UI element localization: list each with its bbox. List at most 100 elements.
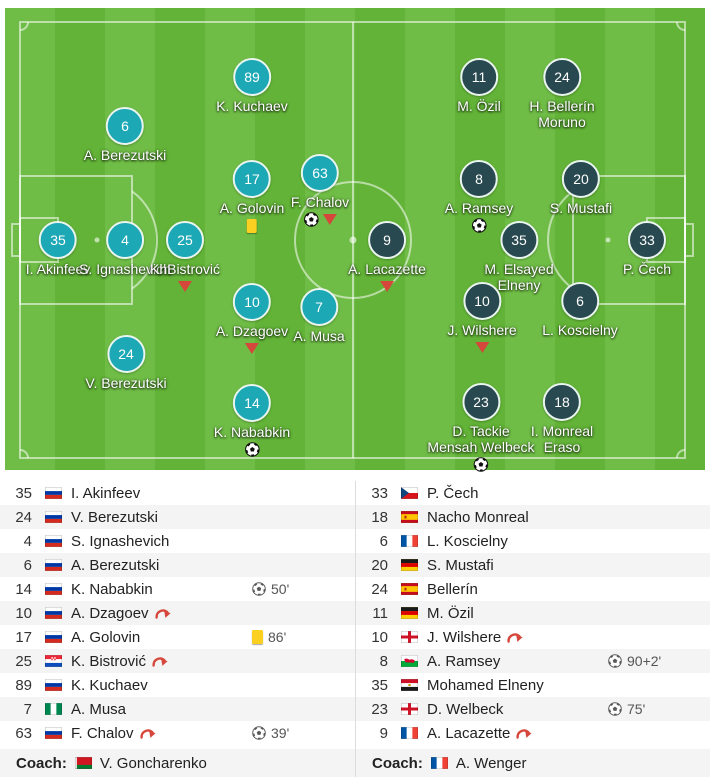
player-name[interactable]: A. Golovin xyxy=(71,628,141,646)
player-circle[interactable]: 89 xyxy=(232,58,271,96)
player-name[interactable]: L. Koscielny xyxy=(427,532,508,550)
player-number: 14 xyxy=(244,395,260,411)
player-circle[interactable]: 6 xyxy=(105,107,144,145)
player-row[interactable]: 11 M. Özil xyxy=(356,601,710,625)
player-name: S. Ignashevich xyxy=(79,261,171,277)
player-circle[interactable]: 63 xyxy=(300,154,339,192)
player-name: I. Akinfeev xyxy=(25,261,91,277)
player-name[interactable]: K. Kuchaev xyxy=(71,676,148,694)
player-name[interactable]: A. Berezutski xyxy=(71,556,160,574)
player-lists: 35 I. Akinfeev 24 V. Berezutski 4 S. Ignashev… xyxy=(0,481,710,777)
player-circle[interactable]: 17 xyxy=(233,160,271,198)
player-circle[interactable]: 35 xyxy=(500,221,538,259)
player-name[interactable]: I. Akinfeev xyxy=(71,484,141,502)
player-row[interactable]: 20 S. Mustafi xyxy=(356,553,710,577)
player-circle[interactable]: 33 xyxy=(628,221,666,259)
row-events: 86' xyxy=(252,625,286,649)
player-name[interactable]: K. Nababkin xyxy=(71,580,153,598)
player-circle[interactable]: 11 xyxy=(460,58,498,96)
player-name[interactable]: A. Lacazette xyxy=(427,724,511,742)
coach-row[interactable]: Coach: A. Wenger xyxy=(356,749,710,777)
player-circle[interactable]: 20 xyxy=(562,160,600,198)
player-name[interactable]: Nacho Monreal xyxy=(427,508,529,526)
player-circle[interactable]: 23 xyxy=(461,383,500,421)
player-row[interactable]: 8 A. Ramsey 90+2' xyxy=(356,649,710,673)
player-row[interactable]: 14 K. Nababkin 50' xyxy=(0,577,355,601)
player-name[interactable]: F. Chalov xyxy=(71,724,134,742)
player-circle[interactable]: 24 xyxy=(542,58,581,96)
player-name[interactable]: Mohamed Elneny xyxy=(427,676,544,694)
player-circle[interactable]: 14 xyxy=(233,384,271,422)
player-row[interactable]: 17 A. Golovin 86' xyxy=(0,625,355,649)
sub-off-arrow-icon xyxy=(154,608,171,619)
player-row[interactable]: 25 K. Bistrović xyxy=(0,649,355,673)
player-circle[interactable]: 4 xyxy=(106,221,144,259)
player-row[interactable]: 6 A. Berezutski xyxy=(0,553,355,577)
player-events xyxy=(178,279,192,294)
player-number: 23 xyxy=(473,394,489,410)
player-circle[interactable]: 35 xyxy=(39,221,77,259)
coach-flag-icon xyxy=(74,757,92,769)
player-name[interactable]: K. Bistrović xyxy=(71,652,147,670)
player-circle[interactable]: 9 xyxy=(367,221,406,259)
player-number: 25 xyxy=(177,232,193,248)
player-circle[interactable]: 8 xyxy=(460,160,498,198)
player-row[interactable]: 9 A. Lacazette xyxy=(356,721,710,745)
player-row[interactable]: 4 S. Ignashevich xyxy=(0,529,355,553)
player-name[interactable]: P. Čech xyxy=(427,484,479,502)
player-name[interactable]: A. Ramsey xyxy=(427,652,501,670)
player-row[interactable]: 24 Bellerín xyxy=(356,577,710,601)
player-row[interactable]: 10 A. Dzagoev xyxy=(0,601,355,625)
goal-icon xyxy=(608,702,622,716)
player-number: 17 xyxy=(15,628,32,646)
player-name[interactable]: Bellerín xyxy=(427,580,478,598)
player-circle[interactable]: 6 xyxy=(560,282,599,320)
player-circle[interactable]: 10 xyxy=(462,282,501,320)
player-row[interactable]: 6 L. Koscielny xyxy=(356,529,710,553)
player-name[interactable]: D. Welbeck xyxy=(427,700,504,718)
player-name: V. Berezutski xyxy=(85,375,167,391)
player-name: M. Özil xyxy=(457,98,501,114)
player-number: 11 xyxy=(471,69,487,85)
player-marker: 33 P. Čech xyxy=(623,221,671,277)
player-row[interactable]: 89 K. Kuchaev xyxy=(0,673,355,697)
player-marker: 17 A. Golovin xyxy=(220,160,284,233)
country-flag-icon xyxy=(45,703,62,715)
player-row[interactable]: 18 Nacho Monreal xyxy=(356,505,710,529)
player-name[interactable]: S. Mustafi xyxy=(427,556,494,574)
player-number: 6 xyxy=(121,118,129,134)
player-circle[interactable]: 7 xyxy=(299,288,338,326)
player-row[interactable]: 7 A. Musa xyxy=(0,697,355,721)
player-number: 33 xyxy=(639,232,655,248)
sub-off-icon xyxy=(379,281,394,292)
player-name[interactable]: M. Özil xyxy=(427,604,474,622)
player-name[interactable]: S. Ignashevich xyxy=(71,532,170,550)
player-name[interactable]: V. Berezutski xyxy=(71,508,158,526)
player-number: 11 xyxy=(372,604,388,622)
coach-row[interactable]: Coach: V. Goncharenko xyxy=(0,749,355,777)
player-row[interactable]: 35 I. Akinfeev xyxy=(0,481,355,505)
sub-off-icon xyxy=(178,281,192,292)
player-name[interactable]: J. Wilshere xyxy=(427,628,502,646)
row-events: 75' xyxy=(608,697,645,721)
player-row[interactable]: 23 D. Welbeck 75' xyxy=(356,697,710,721)
player-marker: 35 I. Akinfeev xyxy=(25,221,91,277)
player-row[interactable]: 24 V. Berezutski xyxy=(0,505,355,529)
player-marker: 7 A. Musa xyxy=(293,288,345,344)
player-row[interactable]: 10 J. Wilshere xyxy=(356,625,710,649)
player-row[interactable]: 63 F. Chalov 39' xyxy=(0,721,355,745)
player-number: 14 xyxy=(15,580,32,598)
player-row[interactable]: 33 P. Čech xyxy=(356,481,710,505)
event-time: 75' xyxy=(627,701,646,717)
player-number: 10 xyxy=(474,293,490,309)
player-row[interactable]: 35 Mohamed Elneny xyxy=(356,673,710,697)
player-marker: 25 KhBistrović xyxy=(150,221,220,294)
player-name[interactable]: A. Dzagoev xyxy=(71,604,149,622)
player-marker: 10 J. Wilshere xyxy=(447,282,517,355)
player-circle[interactable]: 10 xyxy=(233,283,271,321)
sub-off-arrow-icon xyxy=(516,728,532,739)
player-circle[interactable]: 18 xyxy=(543,383,581,421)
player-circle[interactable]: 25 xyxy=(166,221,204,259)
player-name[interactable]: A. Musa xyxy=(71,700,127,718)
player-circle[interactable]: 24 xyxy=(106,335,145,373)
